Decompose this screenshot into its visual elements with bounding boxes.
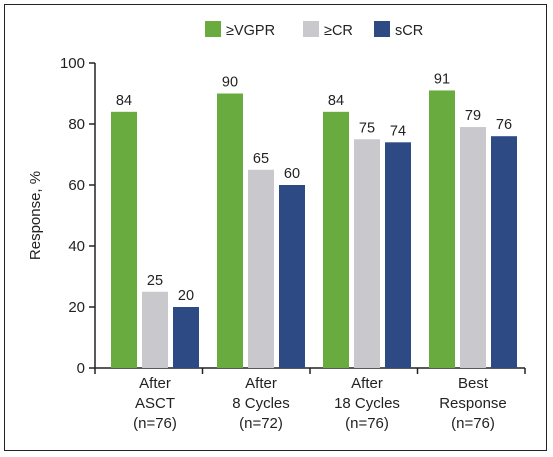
x-tick-label: 8 Cycles	[232, 395, 290, 412]
y-tick-label: 20	[68, 299, 85, 316]
x-tick-label: (n=76)	[451, 415, 495, 432]
x-tick-label: After	[245, 375, 277, 392]
data-label: 91	[434, 71, 450, 87]
bar	[111, 111, 137, 369]
x-tick-label: (n=76)	[133, 415, 177, 432]
data-label: 20	[178, 288, 194, 304]
legend-swatch	[303, 21, 319, 37]
legend-label: ≥VGPR	[226, 23, 275, 39]
data-label: 90	[222, 75, 238, 91]
y-tick-label: 60	[68, 177, 85, 194]
data-label: 74	[390, 123, 406, 139]
bar	[217, 93, 243, 368]
x-tick-label: Best	[458, 375, 489, 392]
x-tick-label: After	[351, 375, 383, 392]
x-tick-label: Response	[439, 395, 507, 412]
legend-swatch	[374, 21, 390, 37]
data-label: 60	[284, 166, 300, 182]
bar	[279, 185, 305, 368]
bar	[248, 169, 274, 368]
x-tick-label: 18 Cycles	[334, 395, 400, 412]
data-label: 65	[253, 151, 269, 167]
y-axis-title: Response, %	[27, 171, 44, 260]
y-tick-label: 80	[68, 116, 85, 133]
data-label: 84	[116, 93, 132, 109]
data-label: 75	[359, 120, 375, 136]
bar	[323, 111, 349, 369]
data-label: 76	[496, 117, 512, 133]
bar	[429, 90, 455, 368]
bar	[460, 127, 486, 368]
bar	[142, 291, 168, 368]
bar	[354, 139, 380, 368]
bar	[173, 307, 199, 368]
y-tick-label: 40	[68, 238, 85, 255]
x-tick-label: After	[139, 375, 171, 392]
y-tick-label: 100	[60, 55, 85, 72]
data-label: 79	[465, 108, 481, 124]
bar	[491, 136, 517, 368]
legend-label: sCR	[395, 23, 423, 39]
bar	[385, 142, 411, 368]
legend-label: ≥CR	[324, 23, 353, 39]
x-tick-label: ASCT	[135, 395, 175, 412]
data-label: 25	[147, 273, 163, 289]
y-tick-label: 0	[77, 360, 85, 377]
legend-swatch	[205, 21, 221, 37]
data-label: 84	[328, 93, 344, 109]
x-tick-label: (n=76)	[345, 415, 389, 432]
x-tick-label: (n=72)	[239, 415, 283, 432]
